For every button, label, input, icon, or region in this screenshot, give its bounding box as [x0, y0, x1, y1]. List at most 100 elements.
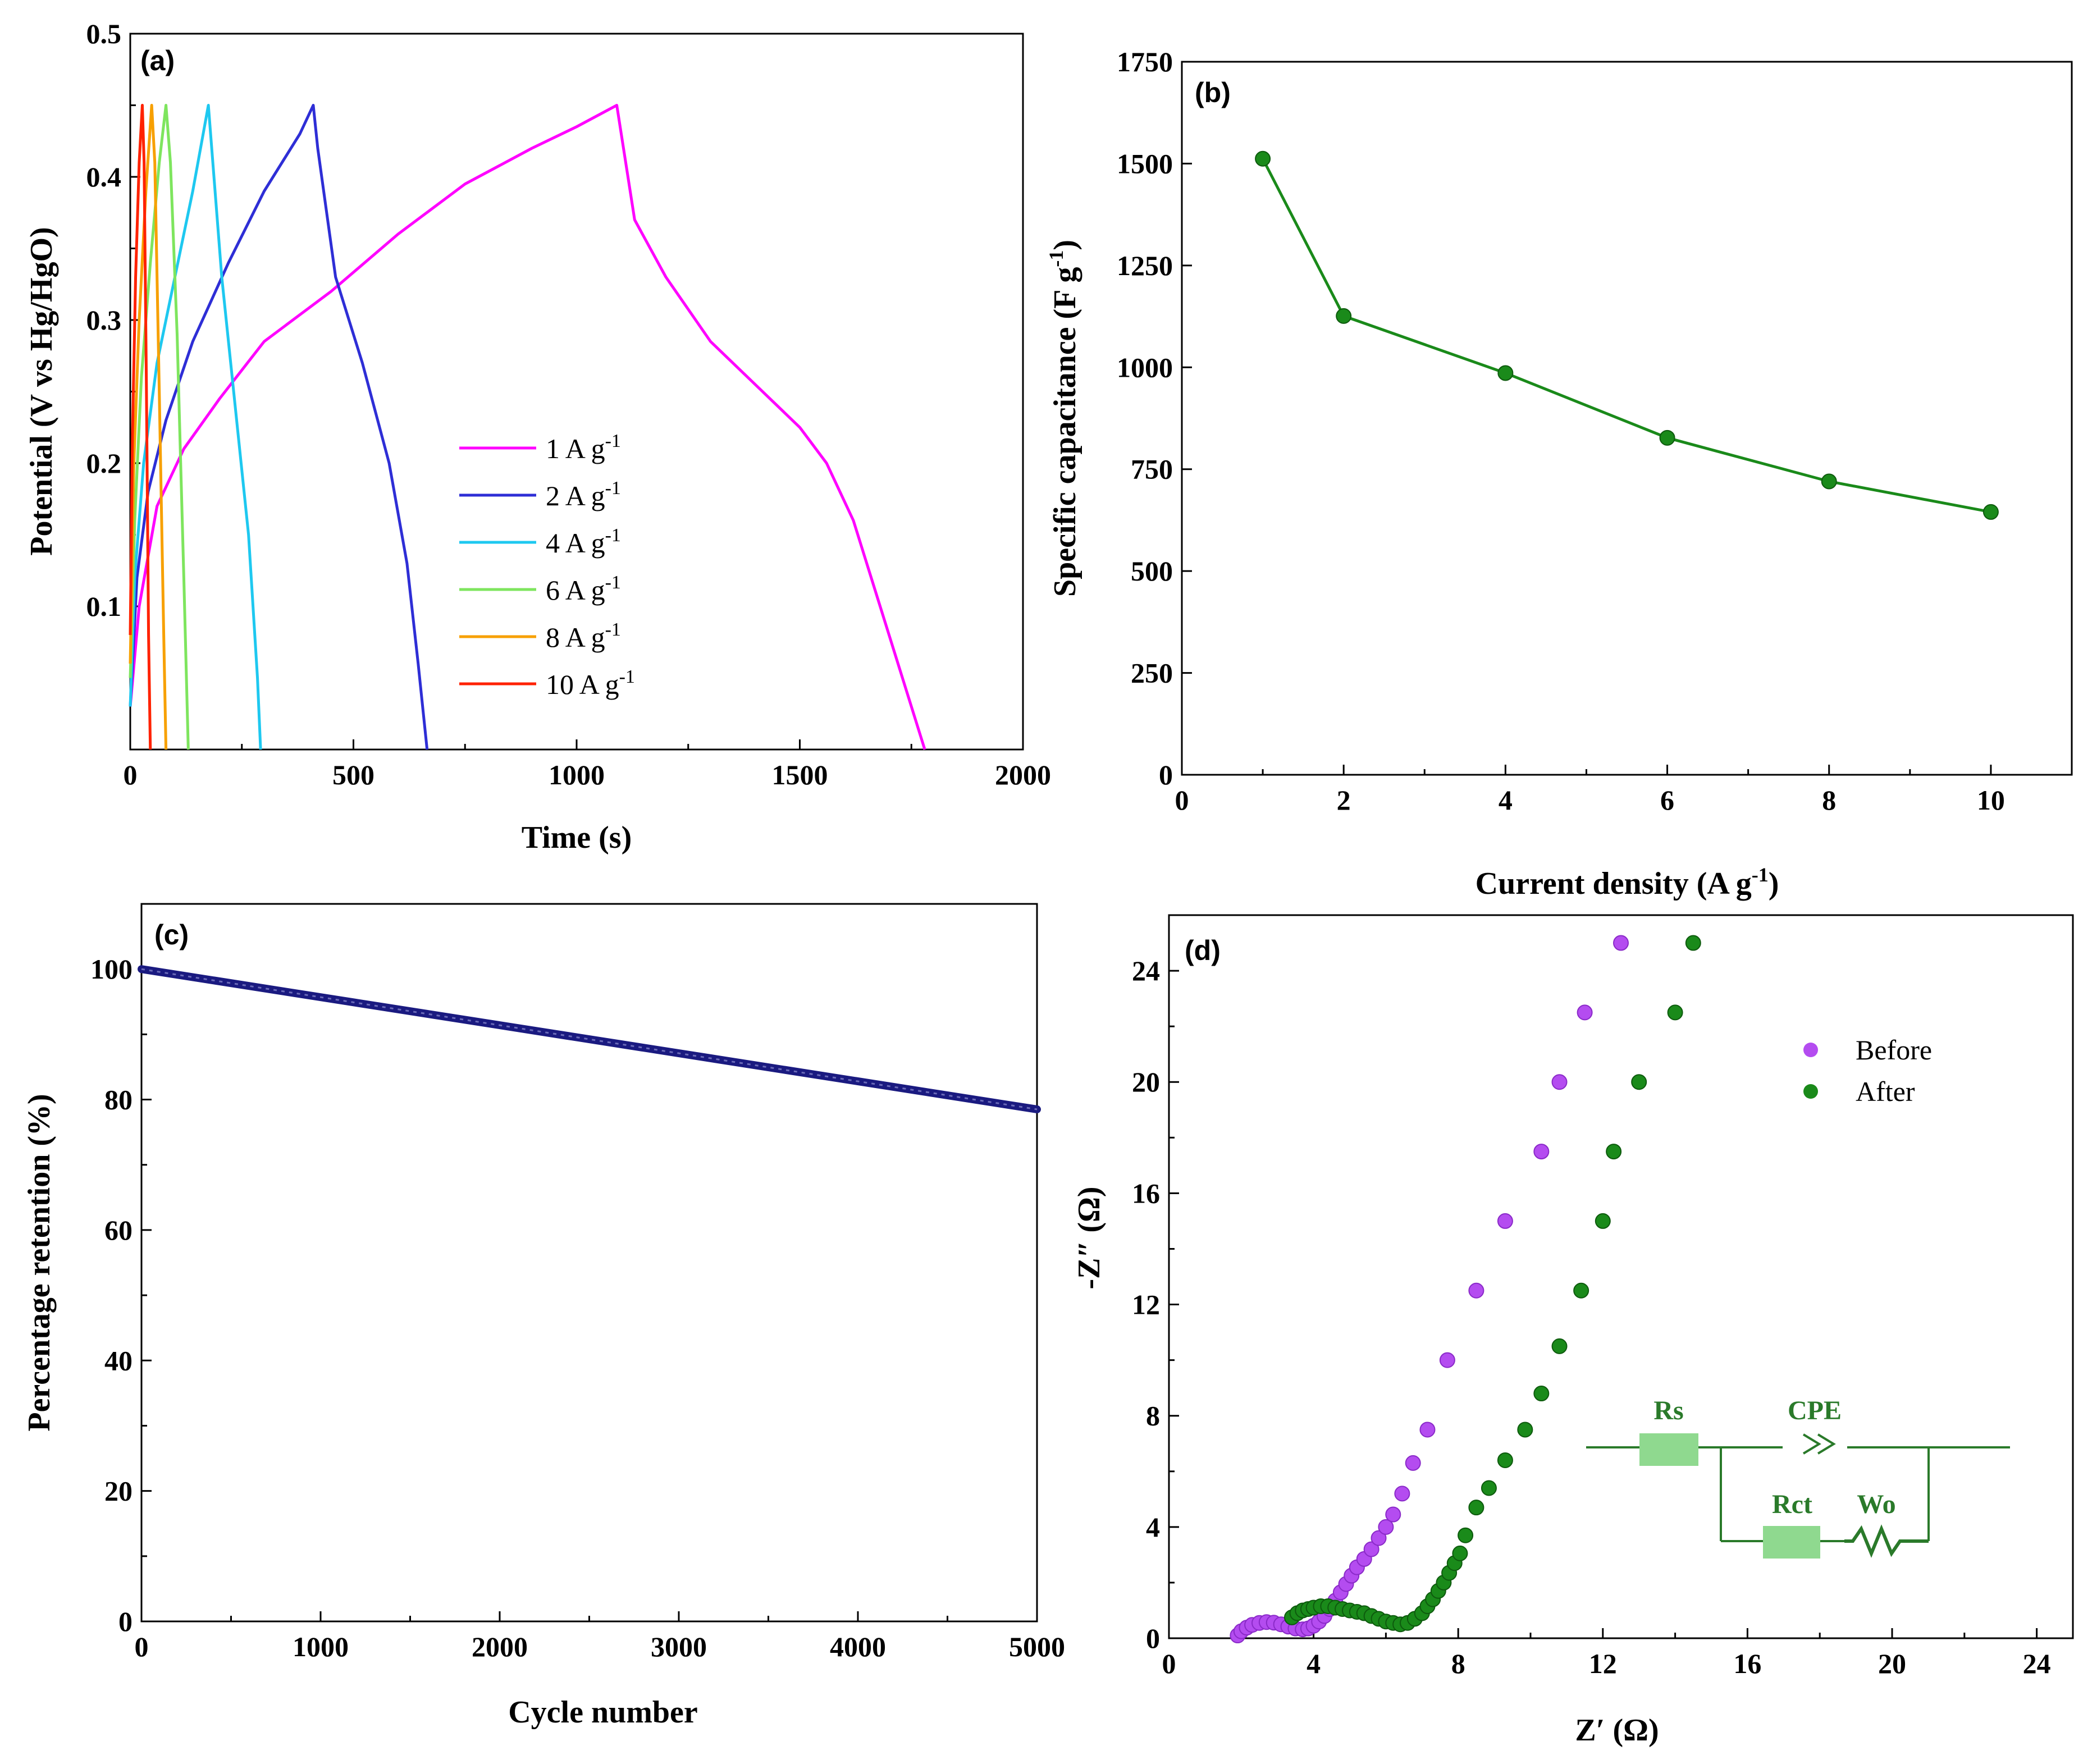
- panel-a-ytick-label: 0.1: [86, 591, 122, 622]
- panel-d-point-after: [1497, 1452, 1513, 1468]
- panel-d-point-after: [1481, 1480, 1497, 1496]
- panel-a-legend-label: 2 A g-1: [546, 478, 621, 511]
- panel-d-xlabel: Z′ (Ω): [1575, 1713, 1659, 1748]
- panel-b-ylabel-sup: -1: [1045, 250, 1067, 267]
- panel-d-point-before: [1551, 1074, 1568, 1090]
- panel-c-xtick-label: 4000: [830, 1631, 886, 1662]
- panel-d-xtick-label: 4: [1307, 1648, 1321, 1679]
- panel-d-point-after: [1667, 1004, 1683, 1021]
- panel-b-ytick-label: 0: [1159, 759, 1173, 790]
- panel-b-frame: [1181, 61, 2073, 776]
- panel-d-xtick-label: 20: [1878, 1648, 1906, 1679]
- panel-d-xtick-label: 12: [1589, 1648, 1617, 1679]
- panel-c-series-markers: [141, 968, 1038, 1111]
- panel-a-series-line: [129, 104, 190, 750]
- panel-a-legend-label: 6 A g-1: [546, 572, 621, 606]
- panel-c-ticks: 0 1000 2000 3000 4000 5000 0 20 40 60 80 100: [90, 953, 1065, 1662]
- panel-a-xtick-label: 0: [124, 759, 138, 790]
- panel-d-point-after: [1595, 1213, 1611, 1229]
- panel-d-ylabel: -Z″ (Ω): [1072, 1186, 1107, 1289]
- panel-b-ytick-label: 500: [1131, 555, 1173, 587]
- panel-a-xtick-label: 2000: [995, 759, 1051, 790]
- panel-c-label: (c): [154, 919, 189, 950]
- panel-d-point-before: [1577, 1004, 1593, 1021]
- panel-b-ylabel: Specific capacitance (F g-1): [1045, 240, 1082, 597]
- panel-a-legend-label: 1 A g-1: [546, 431, 621, 464]
- panel-c-ytick-label: 0: [118, 1606, 133, 1637]
- panel-a-series-line: [129, 104, 152, 750]
- panel-d-point-before: [1533, 1144, 1550, 1160]
- panel-b-ytick-label: 750: [1131, 454, 1173, 485]
- panel-b-xtick-label: 0: [1175, 784, 1189, 816]
- panel-d-point-before: [1363, 1541, 1379, 1557]
- panel-c-ytick-label: 100: [90, 953, 133, 985]
- panel-b-ytick-label: 250: [1131, 657, 1173, 689]
- panel-c-xtick-label: 2000: [472, 1631, 528, 1662]
- panel-b-series-line: [1261, 158, 1991, 514]
- panel-a-ytick-label: 0.4: [86, 161, 122, 193]
- panel-c-xtick-label: 1000: [293, 1631, 349, 1662]
- panel-d-point-before: [1405, 1455, 1421, 1471]
- panel-a-series-line: [129, 104, 429, 750]
- panel-a: 0 500 1000 1500 2000 0.1 0.2 0.3 0.4 0.5 (a) Time…: [24, 18, 1051, 855]
- panel-b-point: [1821, 473, 1837, 490]
- panel-b-lines: [1255, 150, 1999, 520]
- circuit-rs-label: Rs: [1653, 1396, 1683, 1425]
- panel-d-point-before: [1497, 1213, 1513, 1229]
- panel-d-legend-label: After: [1856, 1076, 1915, 1107]
- panel-b-xtick-label: 6: [1660, 784, 1674, 816]
- panel-b-ylabel-end: ): [1048, 240, 1082, 250]
- panel-b-xlabel: Current density (A g-1): [1476, 863, 1779, 901]
- panel-a-series-line: [129, 104, 926, 750]
- panel-d-legend-marker: [1803, 1043, 1818, 1057]
- panel-d-point-after: [1458, 1527, 1474, 1543]
- panel-c-xlabel: Cycle number: [508, 1695, 698, 1730]
- panel-d-point-after: [1468, 1500, 1484, 1516]
- panel-d-legend: Before After: [1803, 1034, 1932, 1107]
- circuit-wo-label: Wo: [1857, 1489, 1895, 1519]
- panel-d-point-after: [1551, 1338, 1568, 1354]
- panel-a-xtick-label: 500: [332, 759, 374, 790]
- panel-d-point-before: [1371, 1530, 1387, 1546]
- panel-d-ytick-label: 12: [1132, 1289, 1160, 1320]
- panel-d-point-before: [1439, 1352, 1455, 1368]
- panel-a-ytick-label: 0.5: [86, 18, 122, 49]
- panel-a-legend-label: 4 A g-1: [546, 525, 621, 559]
- panel-b-point: [1497, 365, 1514, 381]
- panel-d-ytick-label: 4: [1146, 1511, 1160, 1543]
- panel-a-ytick-label: 0.2: [86, 447, 122, 479]
- panel-b-xlabel-sup: -1: [1752, 863, 1769, 886]
- panel-c-ytick-label: 20: [104, 1475, 133, 1507]
- panel-a-series-line: [129, 104, 262, 750]
- panel-b-ytick-label: 1500: [1117, 148, 1173, 179]
- panel-c: 0 1000 2000 3000 4000 5000 0 20 40 60 80 100 (c) Cy…: [22, 903, 1065, 1730]
- panel-a-lines: [129, 104, 926, 750]
- panel-d-xtick-label: 0: [1162, 1648, 1176, 1679]
- panel-b-ytick-label: 1000: [1117, 351, 1173, 383]
- panel-d-point-before: [1385, 1506, 1401, 1523]
- panel-c-xtick-label: 5000: [1009, 1631, 1065, 1662]
- panel-d-label: (d): [1185, 935, 1221, 966]
- panel-c-ytick-label: 80: [104, 1084, 133, 1116]
- panel-d-point-after: [1452, 1545, 1468, 1561]
- circuit-cpe-symbol: [1802, 1433, 1836, 1455]
- panel-d-point-after: [1631, 1074, 1647, 1090]
- circuit-rct-label: Rct: [1772, 1489, 1812, 1519]
- panel-d-point-after: [1533, 1386, 1550, 1402]
- panel-d-point-before: [1394, 1486, 1410, 1502]
- panel-c-xtick-label: 3000: [651, 1631, 707, 1662]
- panel-d-legend-label: Before: [1856, 1034, 1932, 1066]
- panel-b-ylabel-main: Specific capacitance (F g: [1048, 267, 1082, 597]
- panel-b: 0 2 4 6 8 10 0 250 500 750 1000 1250 1500 1750 (b) Cu…: [1045, 46, 2073, 901]
- panel-b-xtick-label: 4: [1499, 784, 1513, 816]
- panel-d-point-before: [1419, 1422, 1436, 1438]
- panel-b-xtick-label: 10: [1977, 784, 2005, 816]
- panel-d-point-before: [1468, 1282, 1484, 1299]
- panel-d-ticks: 0 4 8 12 16 20 24 0 4 8 12 16 20 24: [1132, 955, 2051, 1679]
- circuit-cpe-label: CPE: [1788, 1396, 1842, 1425]
- panel-d-ytick-label: 20: [1132, 1066, 1160, 1098]
- panel-b-point: [1982, 504, 1999, 520]
- panel-b-ytick-label: 1750: [1117, 46, 1173, 77]
- panel-b-point: [1659, 429, 1675, 446]
